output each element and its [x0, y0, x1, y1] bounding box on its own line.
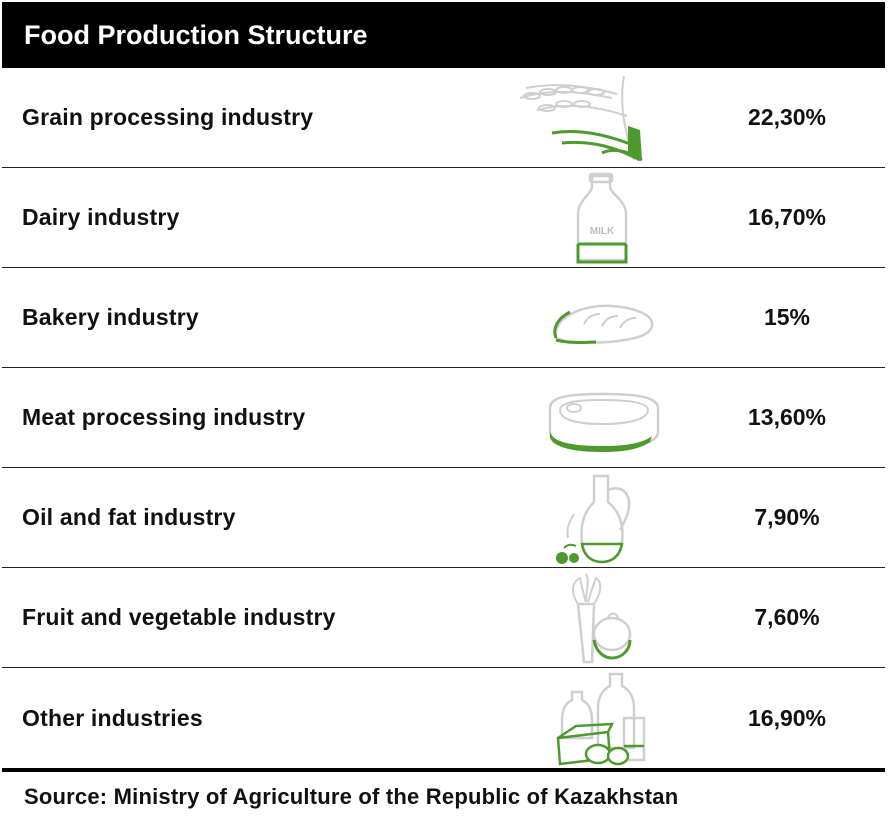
table-title: Food Production Structure: [2, 2, 885, 68]
table-row: Oil and fat industry 7,90%: [2, 468, 885, 568]
industry-share: 16,70%: [747, 204, 826, 230]
table-row: Grain processing industry: [2, 68, 885, 168]
table-row: Fruit and vegetable industry 7,60%: [2, 568, 885, 668]
industry-share: 7,90%: [754, 504, 820, 530]
industry-label: Other industries: [22, 704, 203, 731]
table-row: Bakery industry 15%: [2, 268, 885, 368]
table-row: Meat processing industry 13,60%: [2, 368, 885, 468]
bottom-divider: [2, 768, 885, 772]
industry-share: 16,90%: [747, 704, 826, 731]
milk-bottle-icon: MILK: [512, 168, 662, 268]
table-title-text: Food Production Structure: [24, 19, 368, 50]
industry-label: Bakery industry: [22, 304, 199, 330]
industry-share: 22,30%: [747, 104, 826, 130]
table-row: Dairy industry MILK 16,70%: [2, 168, 885, 268]
industry-label: Grain processing industry: [22, 104, 314, 130]
source-note: Source: Ministry of Agriculture of the R…: [24, 784, 679, 809]
industry-label: Oil and fat industry: [22, 504, 236, 530]
grocery-items-icon: [512, 668, 662, 768]
table-row: Other industries 16,90%: [2, 668, 885, 768]
industry-label: Fruit and vegetable industry: [22, 604, 336, 630]
vegetables-icon: [512, 568, 662, 668]
industry-share: 7,60%: [754, 604, 820, 630]
svg-text:MILK: MILK: [590, 226, 615, 237]
industry-table: Grain processing industry: [2, 68, 885, 768]
oil-jug-icon: [512, 468, 662, 568]
industry-share: 13,60%: [747, 404, 826, 430]
industry-label: Meat processing industry: [22, 404, 306, 430]
industry-share: 15%: [763, 304, 811, 330]
wheat-icon: [512, 68, 662, 168]
bread-icon: [512, 268, 662, 368]
steak-icon: [512, 368, 662, 468]
industry-label: Dairy industry: [22, 204, 180, 230]
